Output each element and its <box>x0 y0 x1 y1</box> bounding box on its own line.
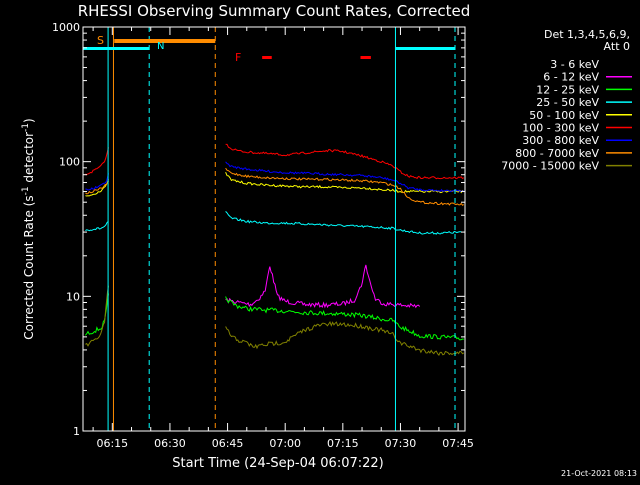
series-line-7000-15000-kev-0 <box>85 285 109 347</box>
y-tick-label-3: 1000 <box>52 21 80 34</box>
series-300-800-kev <box>85 161 465 193</box>
legend-label-6-12-kev: 6 - 12 keV <box>543 71 599 84</box>
series-line-100-300-kev-0 <box>85 147 109 176</box>
y-tick-label-2: 100 <box>59 156 80 169</box>
legend-label-25-50-kev: 25 - 50 keV <box>536 96 599 109</box>
series-50-100-kev <box>85 172 465 197</box>
legend-label-300-800-kev: 300 - 800 keV <box>522 134 599 147</box>
series-6-12-kev <box>87 264 421 432</box>
x-tick-label-3: 07:00 <box>269 437 301 450</box>
flare-flag-label: F <box>235 51 241 64</box>
series-line-100-300-kev-1 <box>225 143 465 180</box>
y-axis-label-sup1: -1 <box>21 186 31 195</box>
legend-label-7000-15000-kev: 7000 - 15000 keV <box>501 160 599 173</box>
legend-label-800-7000-kev: 800 - 7000 keV <box>515 147 599 160</box>
flag-layer <box>83 27 456 431</box>
y-axis-label-mid: detector <box>22 132 36 187</box>
flare-mark-1 <box>360 56 371 59</box>
saa-bar <box>114 39 216 43</box>
chart-title: RHESSI Observing Summary Count Rates, Co… <box>78 2 471 20</box>
y-axis-label-end: ) <box>22 118 36 123</box>
series-line-300-800-kev-0 <box>85 173 109 191</box>
series-line-6-12-kev-2 <box>225 264 421 309</box>
plot-frame <box>82 26 466 432</box>
y-axis-label: Corrected Count Rate (s-1 detector-1) <box>21 118 36 339</box>
y-axis-label-sup2: -1 <box>21 123 31 132</box>
legend-label-50-100-kev: 50 - 100 keV <box>529 109 599 122</box>
series-12-25-kev <box>85 293 464 341</box>
x-tick-label-6: 07:45 <box>442 437 474 450</box>
x-tick-label-0: 06:15 <box>96 437 128 450</box>
saa-flag-label: S <box>97 34 104 47</box>
series-line-3-6-kev-0 <box>269 350 285 432</box>
series-line-800-7000-kev-0 <box>85 179 109 195</box>
night-bar-1 <box>395 47 456 50</box>
legend-label-100-300-kev: 100 - 300 keV <box>522 122 599 135</box>
x-tick-label-5: 07:30 <box>385 437 417 450</box>
series-line-12-25-kev-1 <box>225 296 464 341</box>
x-tick-label-4: 07:15 <box>327 437 359 450</box>
y-axis-label-main: Corrected Count Rate (s <box>22 195 36 339</box>
series-line-7000-15000-kev-1 <box>225 321 465 356</box>
series-line-800-7000-kev-1 <box>225 167 465 206</box>
x-tick-label-2: 06:45 <box>212 437 244 450</box>
x-axis-label: Start Time (24-Sep-04 06:07:22) <box>172 456 383 471</box>
flare-mark-0 <box>262 56 272 59</box>
legend-label-3-6-kev: 3 - 6 keV <box>550 58 599 71</box>
axis-layer: 1 10 100 1000 06:15 06:30 06:45 07:00 07:15 07:30… <box>52 21 474 450</box>
series-line-25-50-kev-1 <box>225 211 463 235</box>
series-line-50-100-kev-0 <box>85 180 109 197</box>
footer-date: 21-Oct-2021 08:13 <box>561 469 637 478</box>
series-800-7000-kev <box>85 167 465 206</box>
y-tick-label-0: 1 <box>73 425 80 438</box>
legend-label-12-25-kev: 12 - 25 keV <box>536 83 599 96</box>
legend-header-1: Att 0 <box>604 40 630 53</box>
night-flag-label: N <box>157 41 164 52</box>
series-line-50-100-kev-1 <box>225 172 465 194</box>
night-bar-0 <box>83 47 150 50</box>
series-3-6-kev <box>269 350 384 432</box>
series-25-50-kev <box>85 211 463 235</box>
series-line-25-50-kev-0 <box>85 220 109 232</box>
series-line-300-800-kev-1 <box>225 161 465 193</box>
series-line-3-6-kev-1 <box>363 357 384 432</box>
data-layer <box>85 143 465 432</box>
series-100-300-kev <box>85 143 465 180</box>
x-tick-label-1: 06:30 <box>154 437 186 450</box>
legend-header-0: Det 1,3,4,5,6,9, <box>544 28 630 41</box>
y-tick-label-1: 10 <box>66 290 80 303</box>
series-7000-15000-kev <box>85 285 465 356</box>
